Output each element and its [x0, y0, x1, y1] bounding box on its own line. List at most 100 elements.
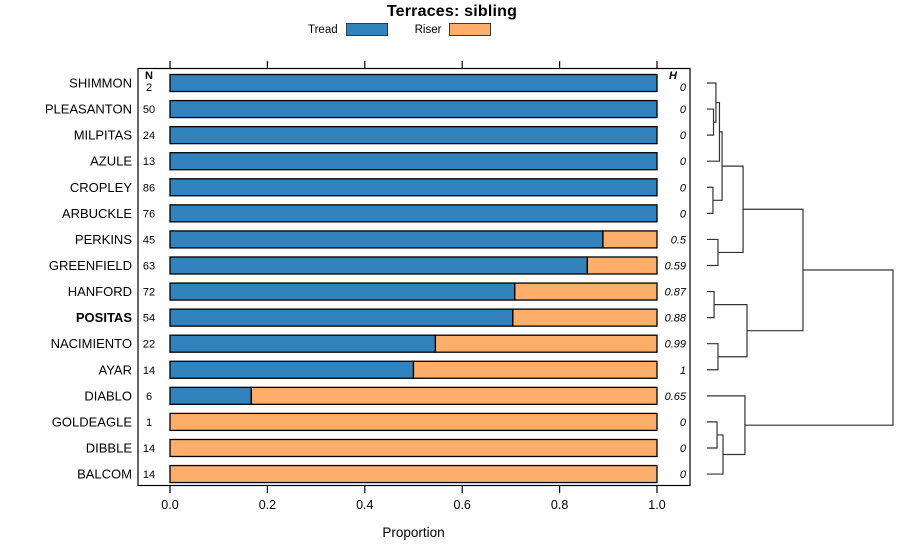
- n-value: 24: [143, 130, 155, 142]
- legend-swatch-tread: [345, 23, 388, 36]
- n-value: 14: [143, 365, 155, 377]
- category-label: SHIMMON: [69, 76, 132, 91]
- dendrogram-node-n14: [707, 395, 746, 456]
- h-column-header: H: [669, 70, 678, 82]
- n-value: 63: [143, 260, 155, 272]
- dendrogram-node-n4: [707, 186, 714, 214]
- legend-entry-riser: Riser: [415, 23, 492, 36]
- bar-segment-tread: [169, 204, 658, 223]
- bar-segment-tread: [169, 386, 252, 405]
- bar-segment-tread: [169, 152, 658, 171]
- bar-segment-tread: [169, 99, 658, 119]
- n-value: 50: [143, 104, 155, 116]
- bar-segment-tread: [169, 178, 658, 197]
- dendrogram-node-n2: [707, 82, 717, 123]
- category-label: AZULE: [90, 154, 132, 169]
- x-tick-label: 0.8: [551, 498, 568, 512]
- dendrogram-node-n8: [707, 290, 715, 319]
- bar-segment-riser: [512, 308, 658, 327]
- bar-segment-tread: [169, 308, 514, 327]
- n-value: 76: [143, 208, 155, 220]
- h-value: 0.87: [665, 287, 687, 299]
- category-label: AYAR: [99, 362, 132, 377]
- bar-segment-riser: [250, 386, 658, 405]
- n-value: 6: [146, 391, 152, 403]
- n-value: 14: [143, 443, 155, 455]
- dendrogram-node-n15: [744, 269, 894, 426]
- h-value: 0.88: [665, 313, 687, 325]
- dendrogram-node-n12: [707, 421, 718, 449]
- category-label: PERKINS: [75, 232, 132, 247]
- bar-segment-riser: [514, 282, 658, 301]
- n-value: 86: [143, 182, 155, 194]
- bar-segment-tread: [169, 230, 604, 249]
- dendrogram-node-n11: [743, 208, 804, 332]
- h-value: 0.65: [665, 391, 687, 403]
- n-value: 14: [143, 469, 155, 481]
- dendrogram-node-n6: [707, 238, 719, 267]
- dendrogram-node-n1: [707, 108, 715, 136]
- x-tick-label: 1.0: [648, 498, 665, 512]
- category-label: GREENFIELD: [49, 258, 132, 273]
- n-value: 13: [143, 156, 155, 168]
- dendrogram-node-n13: [707, 434, 724, 475]
- dendrogram-node-n9: [707, 343, 719, 371]
- h-value: 0: [680, 417, 687, 429]
- category-label: POSITAS: [76, 310, 132, 325]
- category-label: MILPITAS: [74, 128, 133, 143]
- bar-segment-tread: [169, 256, 589, 275]
- n-value: 1: [146, 417, 152, 429]
- n-column-header: N: [145, 70, 153, 82]
- category-label: ARBUCKLE: [62, 206, 132, 221]
- n-value: 2: [146, 82, 152, 94]
- x-tick-label: 0.0: [161, 498, 178, 512]
- category-label: PLEASANTON: [45, 102, 132, 117]
- legend: Tread Riser: [308, 23, 492, 36]
- h-value: 0.99: [665, 339, 686, 351]
- plot-frame: [137, 67, 691, 487]
- legend-label-riser: Riser: [414, 23, 442, 36]
- bar-segment-riser: [412, 360, 658, 379]
- category-label: DIBBLE: [86, 440, 133, 455]
- h-value: 1: [680, 365, 686, 377]
- bar-segment-riser: [169, 412, 658, 432]
- bar-segment-riser: [602, 230, 658, 249]
- bar-segment-riser: [169, 464, 658, 484]
- x-axis-title: Proportion: [382, 525, 444, 540]
- category-label: BALCOM: [77, 467, 132, 482]
- x-tick-label: 0.6: [454, 498, 471, 512]
- category-label: DIABLO: [84, 388, 132, 403]
- category-label: HANFORD: [68, 284, 132, 299]
- legend-entry-tread: Tread: [308, 23, 388, 36]
- bar-segment-riser: [434, 334, 658, 353]
- h-value: 0.59: [665, 260, 686, 272]
- h-value: 0: [680, 182, 687, 194]
- category-label: NACIMIENTO: [51, 336, 132, 351]
- h-value: 0: [680, 104, 687, 116]
- bar-segment-tread: [169, 282, 516, 301]
- bar-segment-tread: [169, 334, 437, 353]
- category-label: CROPLEY: [70, 180, 132, 195]
- h-value: 0: [680, 82, 687, 94]
- h-value: 0: [680, 156, 687, 168]
- legend-swatch-riser: [449, 23, 492, 36]
- h-value: 0: [680, 443, 687, 455]
- h-value: 0.5: [671, 234, 687, 246]
- dendrogram-node-n5: [712, 131, 723, 201]
- bar-segment-riser: [586, 256, 658, 275]
- n-value: 54: [143, 313, 155, 325]
- h-value: 0: [680, 130, 687, 142]
- legend-label-tread: Tread: [308, 23, 338, 36]
- bar-segment-tread: [169, 360, 415, 379]
- dendrogram-node-n10: [714, 303, 748, 358]
- n-value: 22: [143, 339, 155, 351]
- n-value: 72: [143, 287, 155, 299]
- bar-segment-tread: [169, 73, 658, 93]
- bar-segment-tread: [169, 125, 658, 145]
- x-tick-label: 0.2: [259, 498, 276, 512]
- page-title: Terraces: sibling: [386, 3, 518, 20]
- h-value: 0: [680, 469, 687, 481]
- x-tick-label: 0.4: [356, 498, 373, 512]
- h-value: 0: [680, 208, 687, 220]
